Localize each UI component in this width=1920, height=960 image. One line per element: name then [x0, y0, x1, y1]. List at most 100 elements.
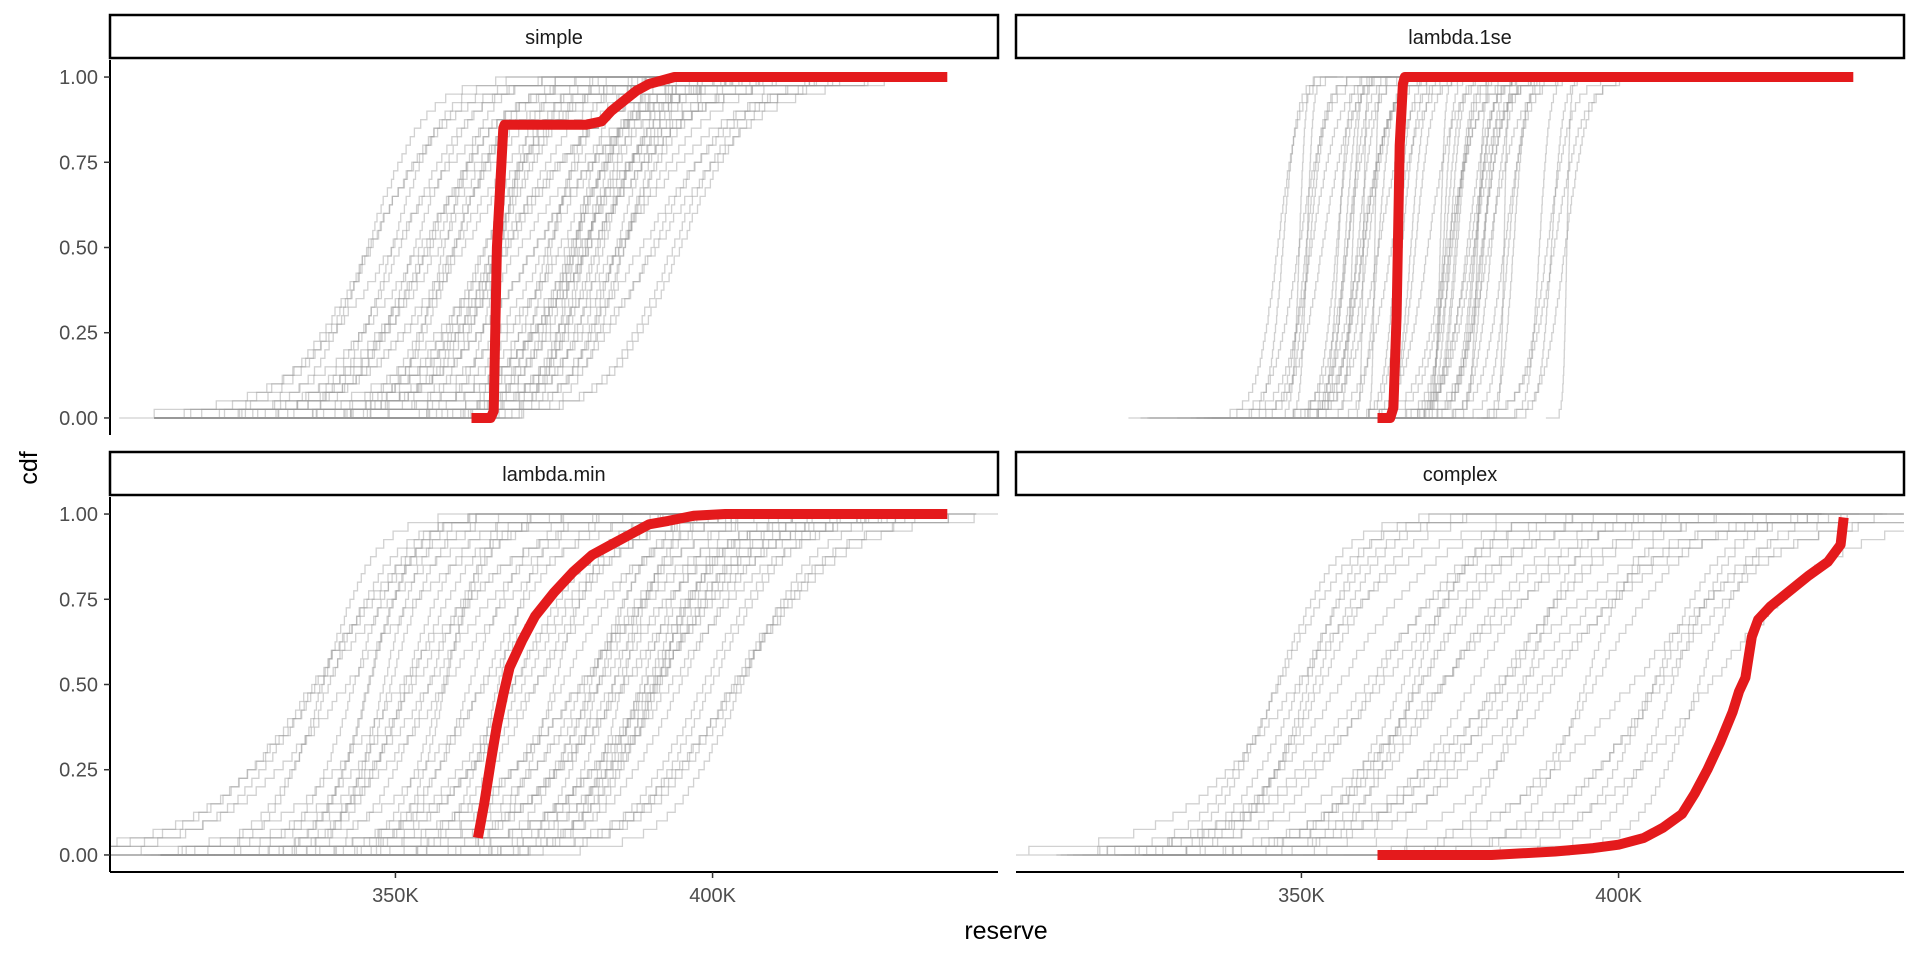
simulated-cdf-line [248, 513, 904, 856]
facet-strip [1014, 13, 1906, 60]
simulated-cdf-line [1142, 513, 1822, 856]
simulated-cdf-line [1142, 513, 1883, 856]
simulated-cdf-line [214, 513, 676, 856]
simulated-cdf-line [230, 76, 726, 419]
background-lines [110, 513, 998, 856]
simulated-cdf-line [1142, 513, 1639, 856]
simulated-cdf-line [110, 513, 827, 856]
simulated-cdf-line [154, 76, 726, 419]
simulated-cdf-line [240, 513, 756, 856]
simulated-cdf-line [1200, 513, 1822, 856]
simulated-cdf-line [1409, 76, 1471, 419]
facet-strip-label: simple [525, 27, 583, 49]
simulated-cdf-line [1073, 513, 1822, 856]
simulated-cdf-line [154, 76, 762, 419]
simulated-cdf-line [382, 76, 726, 419]
simulated-cdf-line [160, 513, 637, 856]
simulated-cdf-line [330, 76, 735, 419]
simulated-cdf-line [154, 76, 788, 419]
simulated-cdf-line [1406, 76, 1561, 419]
simulated-cdf-line [154, 76, 703, 419]
simulated-cdf-line [160, 513, 893, 856]
simulated-cdf-line [1364, 76, 1644, 419]
facet-strip [1014, 450, 1906, 497]
simulated-cdf-line [160, 513, 827, 856]
simulated-cdf-line [1140, 513, 1860, 856]
simulated-cdf-line [1483, 76, 1525, 419]
simulated-cdf-line [1346, 76, 1617, 419]
facet-strip [108, 13, 1000, 60]
facet-strip-label: lambda.1se [1408, 27, 1511, 49]
facet-panel: simple [108, 13, 1000, 423]
simulated-cdf-line [160, 513, 827, 856]
simulated-cdf-line [154, 76, 726, 419]
simulated-cdf-line [154, 76, 726, 419]
simulated-cdf-line [1195, 76, 1417, 419]
simulated-cdf-line [1250, 76, 1465, 419]
simulated-cdf-line [1190, 76, 1566, 419]
simulated-cdf-line [1279, 76, 1398, 419]
simulated-cdf-line [110, 513, 827, 856]
simulated-cdf-line [1238, 76, 1434, 419]
simulated-cdf-line [160, 513, 684, 856]
simulated-cdf-line [1427, 76, 1703, 419]
simulated-cdf-line [1123, 513, 1822, 856]
simulated-cdf-line [235, 513, 827, 856]
simulated-cdf-line [154, 76, 838, 419]
simulated-cdf-line [1211, 76, 1571, 419]
simulated-cdf-line [1142, 513, 1822, 856]
simulated-cdf-line [154, 76, 717, 419]
y-tick-label: 1.00 [59, 504, 98, 526]
simulated-cdf-line [1383, 76, 1569, 419]
y-tick-label: 0.75 [59, 152, 98, 174]
simulated-cdf-line [154, 76, 726, 419]
background-lines [1128, 76, 1732, 419]
simulated-cdf-line [160, 513, 883, 856]
simulated-cdf-line [190, 513, 834, 856]
x-tick-label: 350K [372, 885, 419, 907]
simulated-cdf-line [1261, 76, 1338, 419]
simulated-cdf-line [1142, 513, 1822, 856]
simulated-cdf-line [1384, 76, 1599, 419]
highlight-cdf-line [1377, 516, 1849, 860]
simulated-cdf-line [1142, 513, 1822, 856]
x-axis-title: reserve [964, 917, 1047, 945]
facet-strip [108, 450, 1000, 497]
simulated-cdf-line [1371, 76, 1539, 419]
simulated-cdf-line [160, 513, 918, 856]
simulated-cdf-line [250, 76, 848, 419]
simulated-cdf-line [154, 76, 726, 419]
simulated-cdf-line [160, 513, 901, 856]
y-tick-label: 0.75 [59, 589, 98, 611]
simulated-cdf-line [1284, 76, 1616, 419]
simulated-cdf-line [1147, 76, 1408, 419]
simulated-cdf-line [1142, 513, 1822, 856]
y-tick-label: 0.50 [59, 675, 98, 697]
simulated-cdf-line [160, 513, 733, 856]
simulated-cdf-line [160, 513, 874, 856]
simulated-cdf-line [1299, 76, 1677, 419]
simulated-cdf-line [347, 76, 739, 419]
simulated-cdf-line [154, 76, 726, 419]
simulated-cdf-line [160, 513, 738, 856]
simulated-cdf-line [154, 76, 726, 419]
simulated-cdf-line [1313, 76, 1392, 419]
simulated-cdf-line [1142, 513, 1904, 856]
simulated-cdf-line [1128, 76, 1470, 419]
simulated-cdf-line [1142, 513, 1822, 856]
simulated-cdf-line [300, 76, 729, 419]
simulated-cdf-line [278, 513, 827, 856]
simulated-cdf-line [198, 513, 852, 856]
simulated-cdf-line [1481, 76, 1622, 419]
simulated-cdf-line [1358, 76, 1392, 419]
simulated-cdf-line [143, 513, 827, 856]
simulated-cdf-line [160, 513, 827, 856]
simulated-cdf-line [224, 76, 751, 419]
simulated-cdf-line [1476, 76, 1602, 419]
simulated-cdf-line [119, 76, 726, 419]
simulated-cdf-line [154, 76, 726, 419]
simulated-cdf-line [291, 513, 827, 856]
simulated-cdf-line [1439, 76, 1516, 419]
simulated-cdf-line [1401, 76, 1693, 419]
simulated-cdf-line [1149, 76, 1495, 419]
